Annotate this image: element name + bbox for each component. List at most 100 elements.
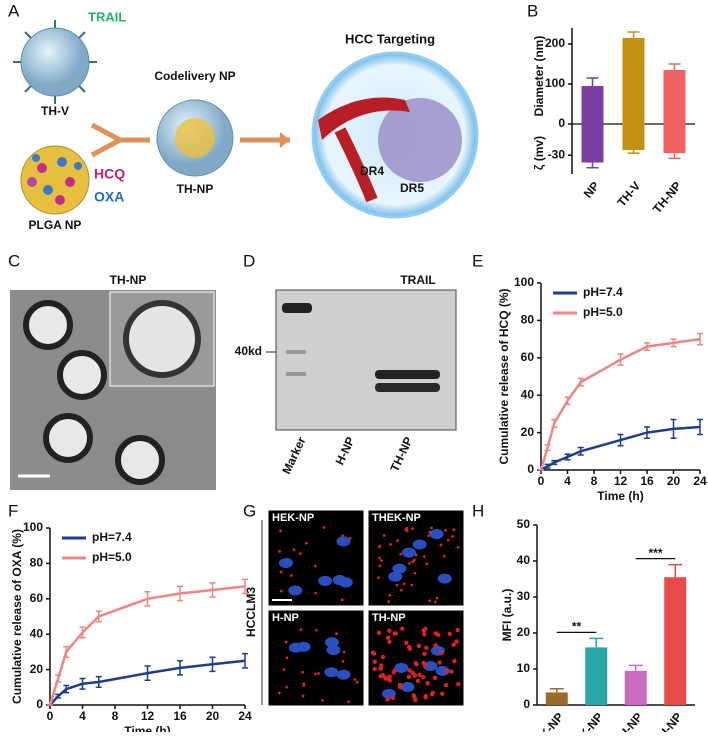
- panel-labels: A B C D E F G H: [8, 1, 538, 520]
- nucleus: [423, 661, 438, 672]
- error-bar: [63, 684, 70, 694]
- panel-label: G: [243, 501, 256, 520]
- signal: [387, 678, 392, 683]
- nucleus: [326, 645, 341, 656]
- confocal-images: HCCLM3 HEK-NP THEK-NP H-NP TH-NP: [244, 509, 465, 707]
- y-tick-label: 0: [523, 697, 530, 711]
- signal: [342, 650, 346, 654]
- label: DR5: [400, 181, 424, 195]
- micrograph: [267, 509, 365, 607]
- error-bar: [697, 418, 703, 436]
- signal: [406, 674, 412, 680]
- x-axis-label: Time (h): [124, 724, 170, 732]
- signal: [301, 670, 304, 674]
- error-bar: [95, 610, 102, 623]
- signal: [428, 599, 432, 603]
- bar: [581, 86, 604, 163]
- plga-sphere: [20, 145, 90, 215]
- x-tick-label: 16: [173, 709, 187, 723]
- label: HCQ: [94, 166, 125, 182]
- error-bar: [63, 645, 70, 658]
- y-tick-label: 100: [23, 520, 43, 534]
- signal: [341, 659, 345, 663]
- signal: [304, 541, 308, 545]
- signal: [424, 645, 429, 651]
- signal: [285, 656, 289, 660]
- error-bar: [668, 563, 683, 578]
- bar: [585, 647, 608, 705]
- y-axis-label: ζ (mv): [532, 136, 546, 170]
- signal: [413, 697, 418, 703]
- x-tick-label: 12: [614, 474, 628, 488]
- y-tick-label: 0: [527, 462, 534, 476]
- signal: [411, 693, 416, 698]
- image-title: TRAIL: [400, 273, 435, 287]
- bar: [622, 38, 645, 151]
- signal: [433, 643, 438, 648]
- signal: [314, 672, 317, 676]
- signal: [442, 554, 446, 558]
- bar: [663, 70, 686, 154]
- label: PLGA NP: [29, 218, 82, 232]
- signal: [279, 529, 282, 533]
- signal: [340, 598, 344, 602]
- error-bar: [144, 665, 151, 681]
- signal: [315, 628, 318, 632]
- signal: [439, 543, 443, 547]
- panel-label: E: [472, 251, 483, 270]
- bar: [664, 577, 687, 705]
- x-tick-label: 0: [47, 709, 54, 723]
- signal: [411, 527, 414, 530]
- signal: [347, 700, 350, 704]
- signal: [377, 576, 380, 580]
- x-tick-label: 4: [79, 709, 86, 723]
- x-tick-label: TH-NP: [651, 710, 685, 732]
- tumor: [378, 98, 462, 182]
- signal: [410, 583, 414, 587]
- x-tick-label: H-NP: [616, 710, 646, 732]
- signal: [278, 549, 281, 553]
- label: Codelivery NP: [154, 69, 235, 83]
- signal: [372, 659, 377, 664]
- nucleus: [332, 575, 347, 586]
- signal: [422, 631, 427, 637]
- signal: [279, 589, 283, 593]
- legend-label: pH=5.0: [92, 550, 132, 564]
- error-bar: [551, 418, 558, 428]
- y-tick-label: 30: [517, 589, 531, 603]
- signal: [449, 669, 454, 674]
- signal: [443, 669, 449, 674]
- error-bar: [589, 637, 604, 648]
- error-bar: [670, 338, 677, 348]
- signal: [408, 562, 411, 565]
- error-bar: [551, 459, 558, 466]
- signal: [423, 626, 428, 632]
- signal: [437, 660, 442, 665]
- y-tick-label: 0: [36, 697, 43, 711]
- micrograph: [267, 609, 365, 707]
- signal: [378, 674, 383, 679]
- error-bar: [544, 444, 551, 452]
- x-tick-label: NP: [581, 179, 602, 201]
- signal: [378, 556, 381, 560]
- error-bar: [586, 77, 599, 86]
- legend-label: pH=7.4: [583, 285, 623, 299]
- signal: [455, 627, 460, 633]
- label: TH-NP: [177, 182, 214, 196]
- signal: [421, 674, 426, 680]
- trail-spikes: [13, 20, 97, 104]
- panel-label: B: [527, 1, 538, 20]
- core: [175, 118, 215, 158]
- signal: [415, 678, 421, 684]
- signal: [321, 698, 324, 702]
- error-bar: [209, 656, 216, 673]
- panel-label: A: [8, 1, 20, 20]
- lane-label: Marker: [279, 434, 308, 476]
- nucleus: [318, 575, 333, 586]
- signal: [397, 682, 403, 688]
- signal: [413, 660, 418, 666]
- signal: [435, 596, 439, 600]
- nucleus: [412, 539, 427, 550]
- signal: [314, 591, 318, 595]
- micrograph: [367, 509, 465, 607]
